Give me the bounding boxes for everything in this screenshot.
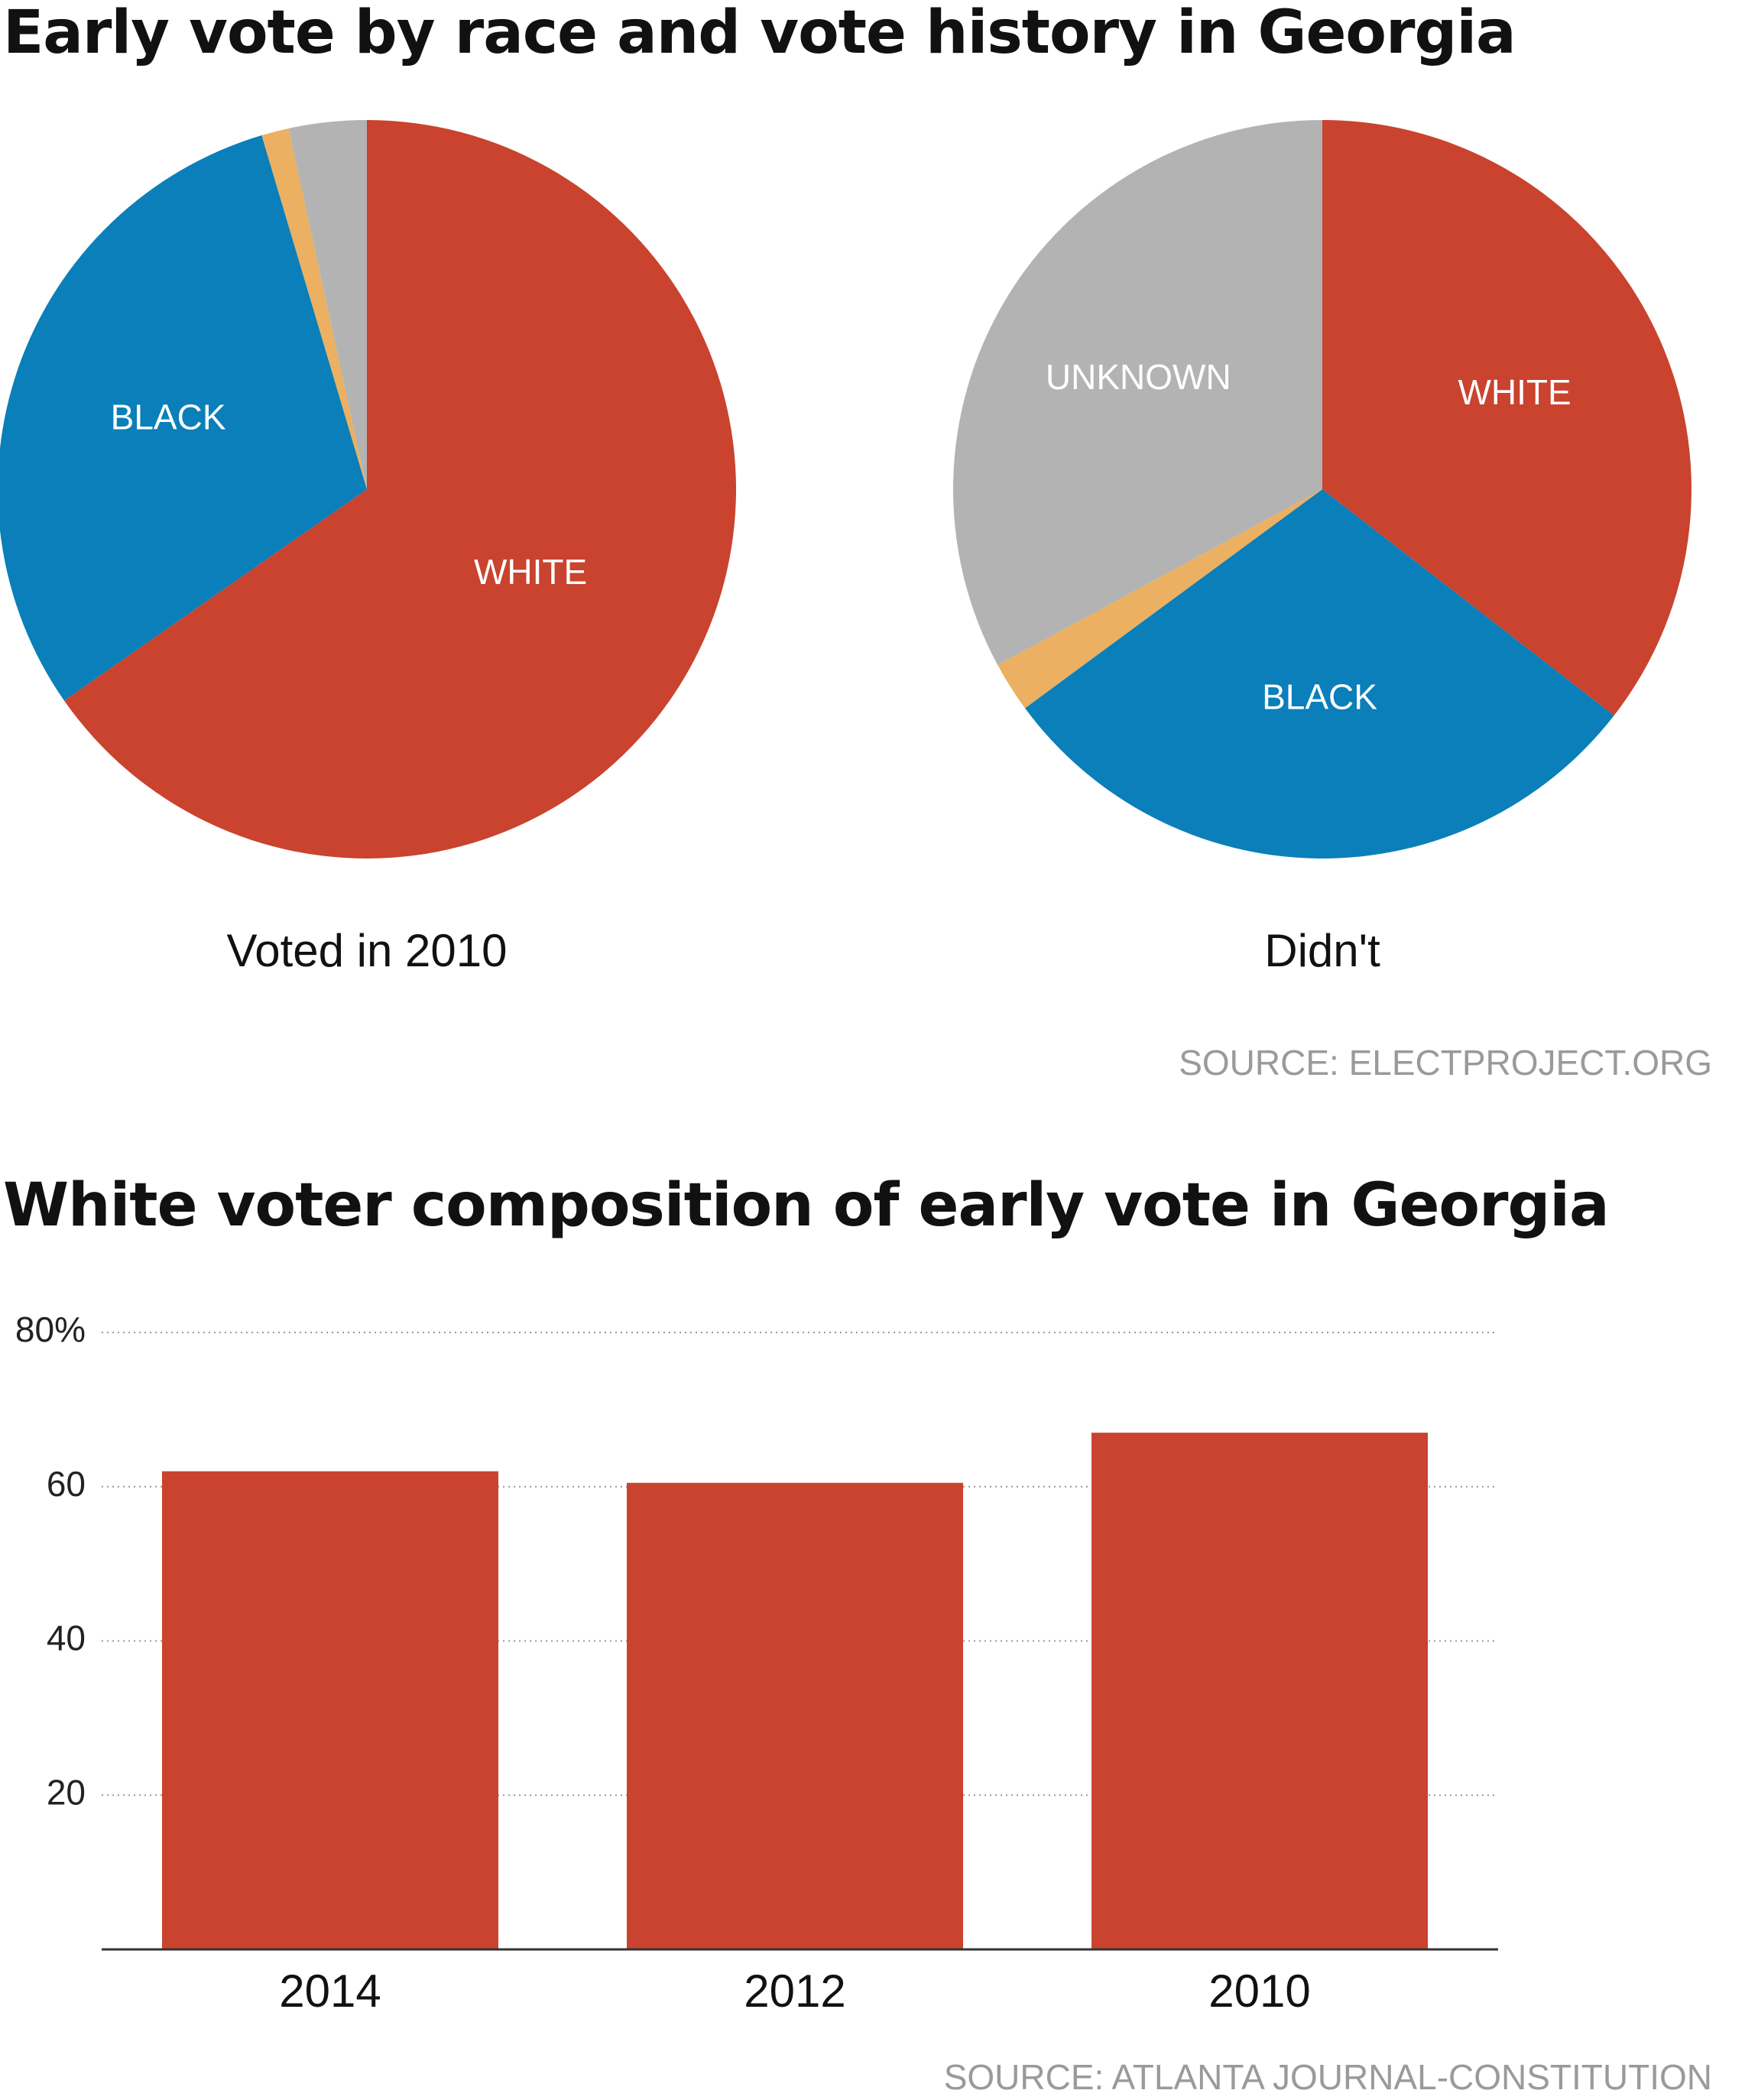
pie-slice-white — [63, 120, 737, 859]
slice-label-unknown: UNKNOWN — [1046, 357, 1231, 397]
x-tick-label: 2012 — [744, 1965, 845, 2017]
pie-slice-unknown — [288, 120, 367, 489]
bar-2014 — [162, 1471, 498, 1949]
slice-label-white: WHITE — [474, 552, 587, 592]
chart-title: Early vote by race and vote history in G… — [3, 0, 1516, 67]
bars: 2014 2012 2010 — [162, 1433, 1428, 2017]
bar-chart-title: White voter composition of early vote in… — [3, 1171, 1610, 1240]
x-tick-label: 2014 — [279, 1965, 381, 2017]
pie-slice-white — [1322, 120, 1692, 716]
slice-label-white: WHITE — [1458, 372, 1571, 412]
pie-chart-1: WHITE BLACK Voted in 2010 — [0, 120, 737, 976]
bar-2012 — [627, 1482, 963, 1949]
pie-caption: Didn't — [1264, 925, 1380, 976]
pie-slice-black — [1025, 489, 1614, 859]
x-tick-label: 2010 — [1208, 1965, 1310, 2017]
pie-slice-unknown — [953, 120, 1322, 666]
pie-slice-other — [261, 128, 367, 490]
y-tick-label: 40 — [47, 1618, 86, 1658]
y-tick-label: 20 — [47, 1772, 86, 1812]
slice-label-black: BLACK — [1262, 677, 1377, 716]
bar-source-note: SOURCE: ATLANTA JOURNAL-CONSTITUTION — [943, 2057, 1712, 2097]
pie-source-note: SOURCE: ELECTPROJECT.ORG — [1179, 1043, 1712, 1082]
pie-slice-black — [0, 135, 367, 701]
y-tick-label: 60 — [47, 1464, 86, 1504]
slice-label-black: BLACK — [111, 397, 226, 437]
pie-charts: WHITE BLACK Voted in 2010 WHITE BLACK UNKNOWN… — [0, 120, 1692, 976]
pie-slice-other — [997, 489, 1322, 709]
pie-chart-2: WHITE BLACK UNKNOWN Didn't — [953, 120, 1692, 976]
bar-2010 — [1091, 1433, 1428, 1949]
pie-caption: Voted in 2010 — [226, 925, 507, 976]
y-tick-label: 80% — [15, 1310, 86, 1349]
